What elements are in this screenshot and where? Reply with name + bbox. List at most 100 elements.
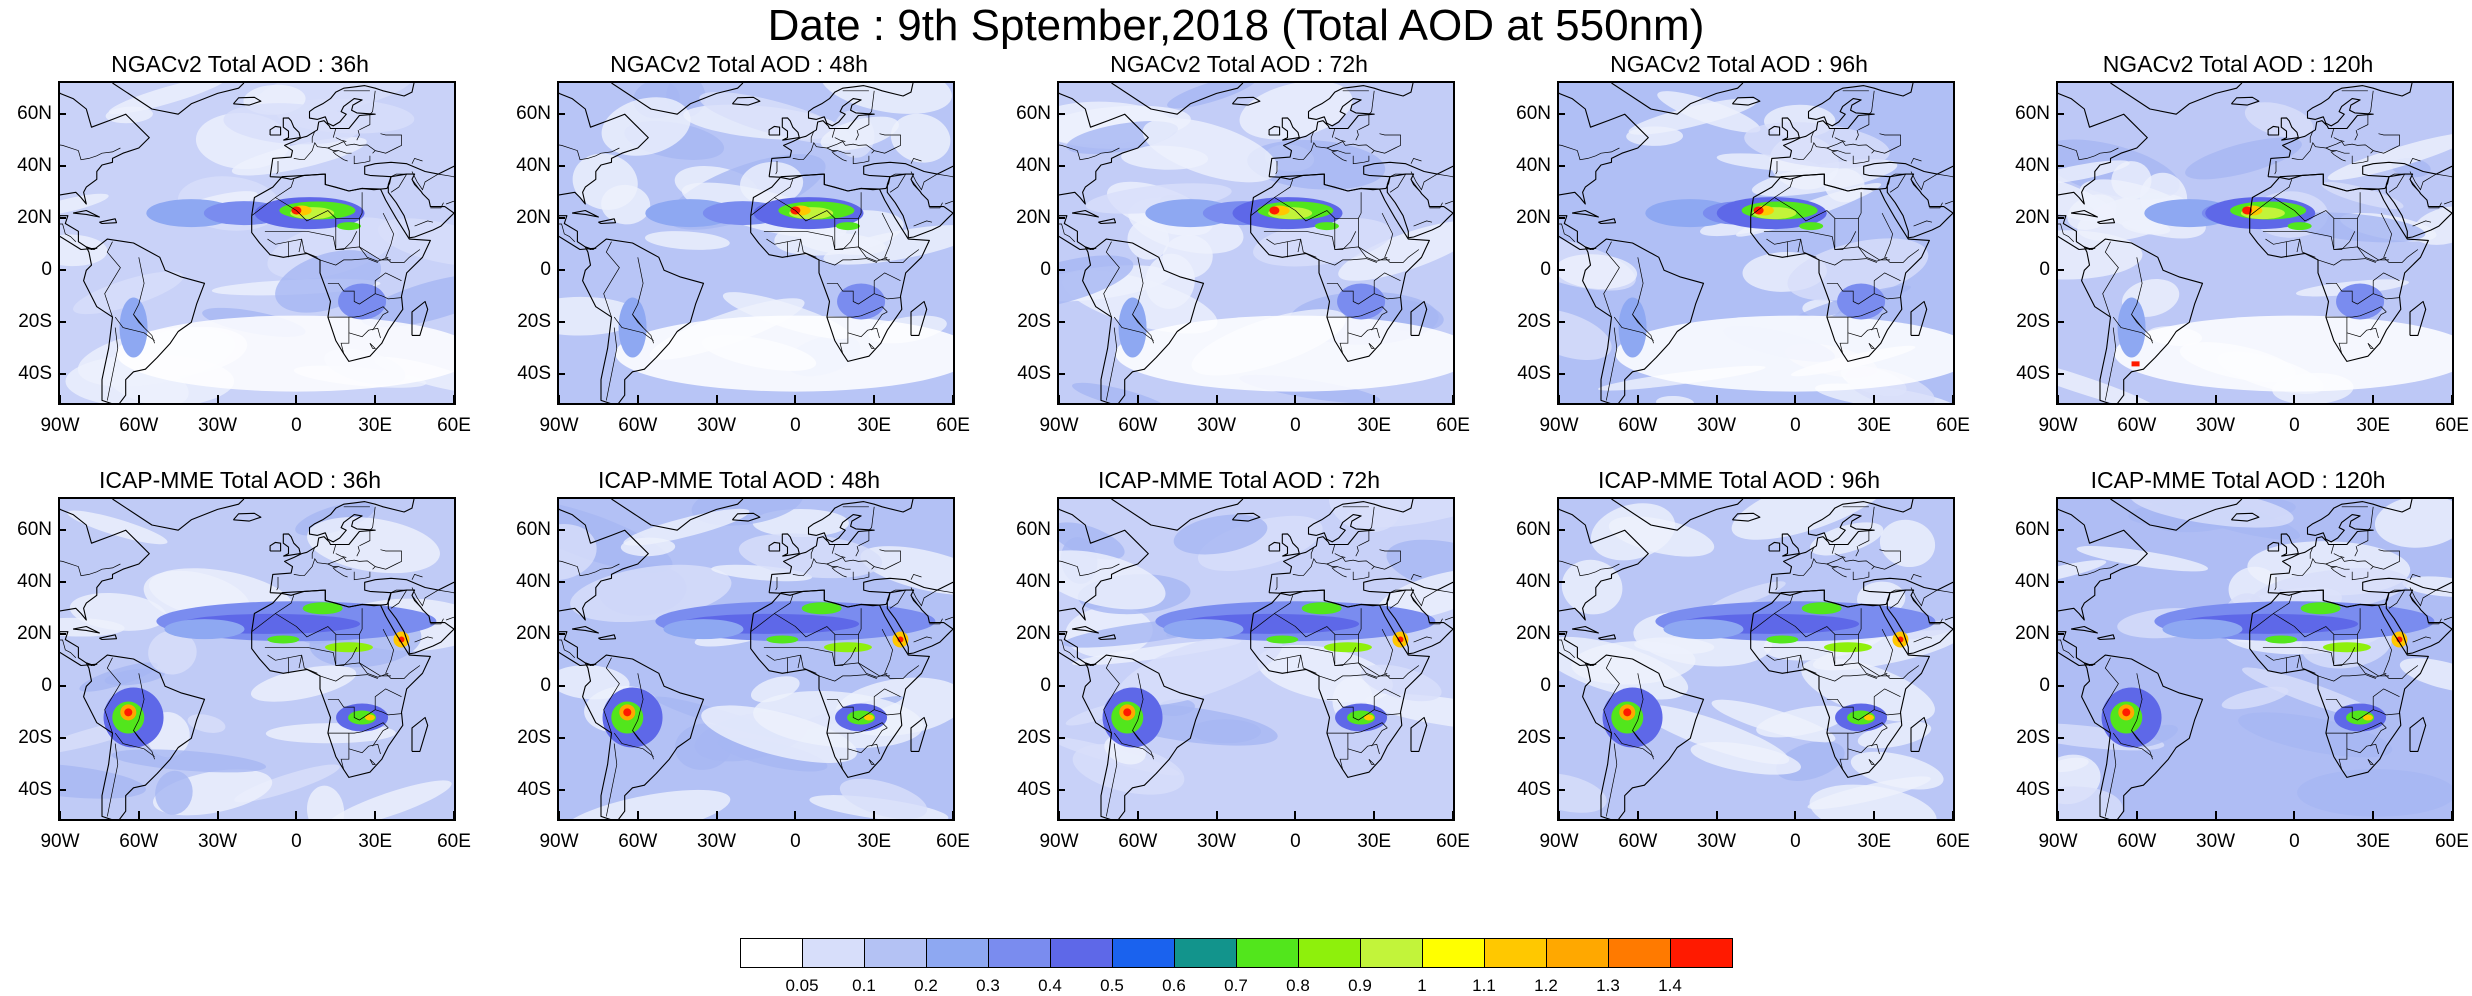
lon-tick-mark xyxy=(1715,395,1718,403)
lon-tick-label: 90W xyxy=(1039,831,1079,852)
colorbar-swatch xyxy=(1422,938,1485,968)
lon-tick-label: 0 xyxy=(291,415,302,436)
lon-tick-mark xyxy=(1558,395,1560,403)
lon-tick-mark xyxy=(2293,395,2296,403)
lat-tick-mark xyxy=(58,789,66,792)
lon-tick-label: 90W xyxy=(40,415,80,436)
ngacv2-panel-1: NGACv2 Total AOD : 36h 60N 40N 20N 0 20S 40S 90… xyxy=(0,49,480,449)
lon-tick-mark xyxy=(374,395,377,403)
lat-tick-mark xyxy=(2056,217,2064,220)
lon-tick-label: 0 xyxy=(2289,415,2300,436)
lat-tick-mark xyxy=(58,321,66,324)
lon-tick-label: 60E xyxy=(2435,831,2469,852)
lat-tick-mark xyxy=(58,685,66,688)
lat-tick-label: 20S xyxy=(517,311,551,333)
lat-tick-mark xyxy=(2056,269,2064,272)
lon-tick-label: 30W xyxy=(1697,415,1737,436)
lon-tick-label: 30W xyxy=(198,831,238,852)
lat-tick-mark xyxy=(557,581,565,584)
lat-tick-mark xyxy=(1057,633,1065,636)
colorbar-label: 0.7 xyxy=(1224,976,1248,995)
colorbar-swatch xyxy=(802,938,865,968)
colorbar-label: 0.6 xyxy=(1162,976,1186,995)
lat-tick-label: 20N xyxy=(516,623,551,645)
lon-tick-label: 30E xyxy=(1857,415,1892,436)
lat-tick-mark xyxy=(557,789,565,792)
lat-tick-mark xyxy=(2056,529,2064,532)
lat-tick-label: 20S xyxy=(1017,311,1051,333)
lat-tick-label: 0 xyxy=(1040,675,1051,697)
lat-tick-label: 20N xyxy=(1516,623,1551,645)
lat-tick-label: 40S xyxy=(2016,779,2050,801)
lon-tick-label: 90W xyxy=(1539,415,1579,436)
lon-tick-label: 60E xyxy=(2435,415,2469,436)
lat-tick-mark xyxy=(2056,633,2064,636)
lat-tick-label: 40S xyxy=(517,779,551,801)
lat-tick-mark xyxy=(2056,789,2064,792)
lon-tick-label: 30W xyxy=(1197,415,1237,436)
lon-tick-mark xyxy=(1058,395,1060,403)
lat-tick-mark xyxy=(1057,789,1065,792)
lat-tick-label: 20N xyxy=(1016,623,1051,645)
lon-tick-mark xyxy=(558,811,560,819)
lat-tick-label: 40S xyxy=(18,363,52,385)
lon-tick-label: 0 xyxy=(1290,831,1301,852)
lat-tick-mark xyxy=(58,633,66,636)
lat-tick-mark xyxy=(1057,269,1065,272)
lon-tick-mark xyxy=(873,811,876,819)
lat-tick-label: 40N xyxy=(2015,155,2050,177)
lat-tick-mark xyxy=(557,373,565,376)
lat-tick-label: 40S xyxy=(1517,363,1551,385)
lon-tick-mark xyxy=(2214,395,2217,403)
lat-tick-label: 40N xyxy=(2015,571,2050,593)
colorbar-swatch xyxy=(1112,938,1175,968)
icap-mme-panel-5: ICAP-MME Total AOD : 120h 60N 40N 20N 0 20S 40… xyxy=(1998,465,2472,865)
lat-tick-label: 60N xyxy=(17,519,52,541)
aod-map xyxy=(2056,81,2454,405)
lat-tick-mark xyxy=(1057,737,1065,740)
lat-tick-label: 40N xyxy=(1016,155,1051,177)
icap-mme-panel-2: ICAP-MME Total AOD : 48h 60N 40N 20N 0 20S 40S… xyxy=(499,465,979,865)
colorbar-label: 0.3 xyxy=(976,976,1000,995)
panel-title: ICAP-MME Total AOD : 120h xyxy=(2090,467,2386,493)
lat-tick-label: 60N xyxy=(1516,519,1551,541)
lat-tick-mark xyxy=(2056,321,2064,324)
lat-tick-label: 40N xyxy=(17,571,52,593)
lat-tick-label: 40N xyxy=(17,155,52,177)
lon-tick-label: 90W xyxy=(1539,831,1579,852)
lon-tick-label: 30W xyxy=(1697,831,1737,852)
lon-tick-mark xyxy=(715,811,718,819)
lat-tick-label: 20S xyxy=(1017,727,1051,749)
lat-tick-label: 40N xyxy=(1516,155,1551,177)
lat-tick-label: 20S xyxy=(1517,311,1551,333)
lon-tick-mark xyxy=(1136,811,1139,819)
lon-tick-label: 90W xyxy=(539,415,579,436)
panel-title: NGACv2 Total AOD : 72h xyxy=(1110,51,1368,77)
aod-map xyxy=(1057,497,1455,821)
lat-tick-label: 20N xyxy=(2015,207,2050,229)
colorbar-label: 0.5 xyxy=(1100,976,1124,995)
colorbar-swatch xyxy=(988,938,1051,968)
lon-tick-label: 60W xyxy=(1118,415,1158,436)
lat-tick-mark xyxy=(557,633,565,636)
lon-tick-label: 0 xyxy=(1790,415,1801,436)
lon-tick-mark xyxy=(1952,395,1954,403)
colorbar-label: 1.1 xyxy=(1472,976,1496,995)
lat-tick-label: 60N xyxy=(1016,103,1051,125)
lon-tick-mark xyxy=(1715,811,1718,819)
lon-tick-label: 90W xyxy=(2038,415,2078,436)
lon-tick-mark xyxy=(216,811,219,819)
lon-tick-label: 60W xyxy=(618,415,658,436)
lat-tick-mark xyxy=(1057,529,1065,532)
lat-tick-label: 60N xyxy=(2015,519,2050,541)
lon-tick-mark xyxy=(295,395,298,403)
lon-tick-mark xyxy=(295,811,298,819)
colorbar-swatch xyxy=(1298,938,1361,968)
panel-title: ICAP-MME Total AOD : 48h xyxy=(597,467,881,493)
lat-tick-label: 0 xyxy=(1040,259,1051,281)
lon-tick-mark xyxy=(952,811,954,819)
lon-tick-mark xyxy=(1794,395,1797,403)
lon-tick-label: 90W xyxy=(1039,415,1079,436)
lon-tick-label: 60W xyxy=(2117,415,2157,436)
lon-tick-mark xyxy=(794,811,797,819)
